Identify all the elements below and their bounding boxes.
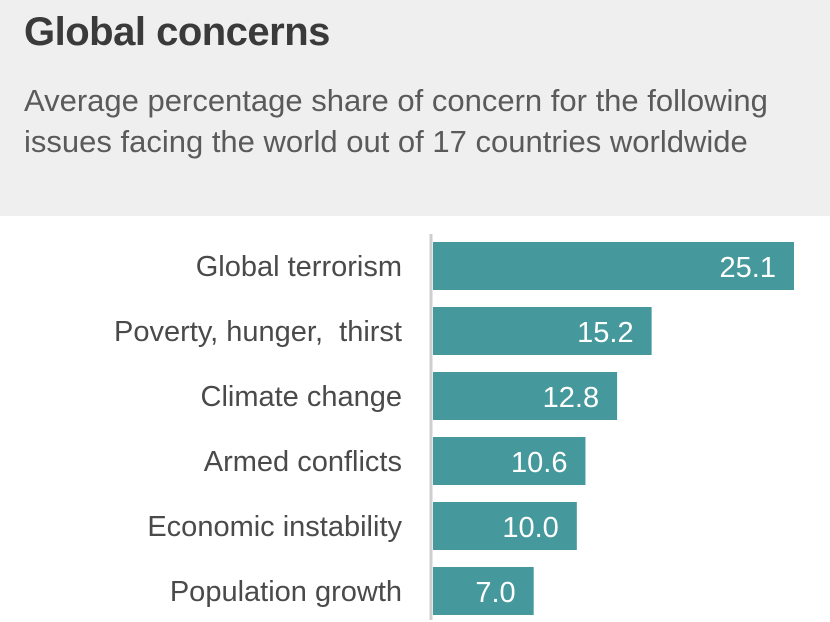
category-label-4: Economic instability xyxy=(147,511,402,543)
bar-0 xyxy=(433,242,794,290)
bar-5 xyxy=(433,567,534,615)
bar-1 xyxy=(433,307,652,355)
bar-chart: Global terrorism 25.1 Poverty, hunger, thi… xyxy=(114,234,794,620)
bars-group: Global terrorism 25.1 Poverty, hunger, thi… xyxy=(114,242,794,615)
category-label-1: Poverty, hunger, thirst xyxy=(114,316,402,348)
bar-3 xyxy=(433,437,586,485)
value-label-3: 10.6 xyxy=(511,447,567,479)
value-label-2: 12.8 xyxy=(543,382,599,414)
chart-subtitle: Average percentage share of concern for … xyxy=(24,83,768,159)
value-label-0: 25.1 xyxy=(720,252,776,284)
bar-2 xyxy=(433,372,618,420)
category-label-2: Climate change xyxy=(201,381,403,413)
header-panel: Global concerns Average percentage share… xyxy=(0,0,830,216)
category-label-3: Armed conflicts xyxy=(204,446,402,478)
chart-title: Global concerns xyxy=(24,10,330,54)
value-label-5: 7.0 xyxy=(475,577,515,609)
category-label-5: Population growth xyxy=(170,576,402,608)
category-label-0: Global terrorism xyxy=(196,251,402,283)
value-label-1: 15.2 xyxy=(577,317,633,349)
value-label-4: 10.0 xyxy=(502,512,558,544)
bar-4 xyxy=(433,502,577,550)
